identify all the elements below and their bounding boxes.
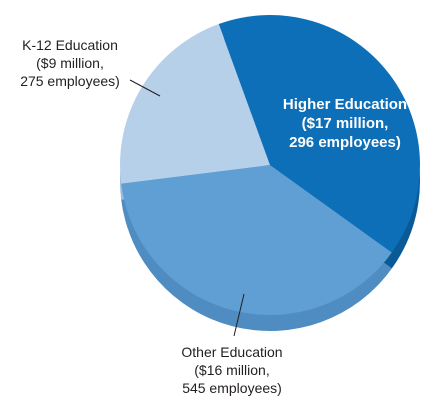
label-other-detail-2: 545 employees) (182, 380, 282, 396)
pie-slice-other-education (121, 165, 392, 316)
label-other-title: Other Education (181, 344, 282, 360)
label-k12-detail-1: ($9 million, (36, 55, 104, 71)
label-k12-title: K-12 Education (22, 37, 118, 53)
label-k12-detail-2: 275 employees) (20, 73, 120, 89)
leader-line-other (233, 293, 245, 337)
pie-slice-higher-education (218, 14, 421, 253)
leader-line-k12 (129, 79, 161, 97)
label-other-detail-1: ($16 million, (194, 362, 269, 378)
pie-labels: K-12 Education ($9 million, 275 employee… (20, 37, 407, 396)
label-higher-detail-2: 296 employees) (289, 134, 401, 151)
pie-slices (120, 14, 421, 316)
label-higher-title: Higher Education (283, 96, 407, 113)
pie-slice-k-12-education (120, 24, 270, 184)
label-higher-detail-1: ($17 million, (302, 115, 389, 132)
